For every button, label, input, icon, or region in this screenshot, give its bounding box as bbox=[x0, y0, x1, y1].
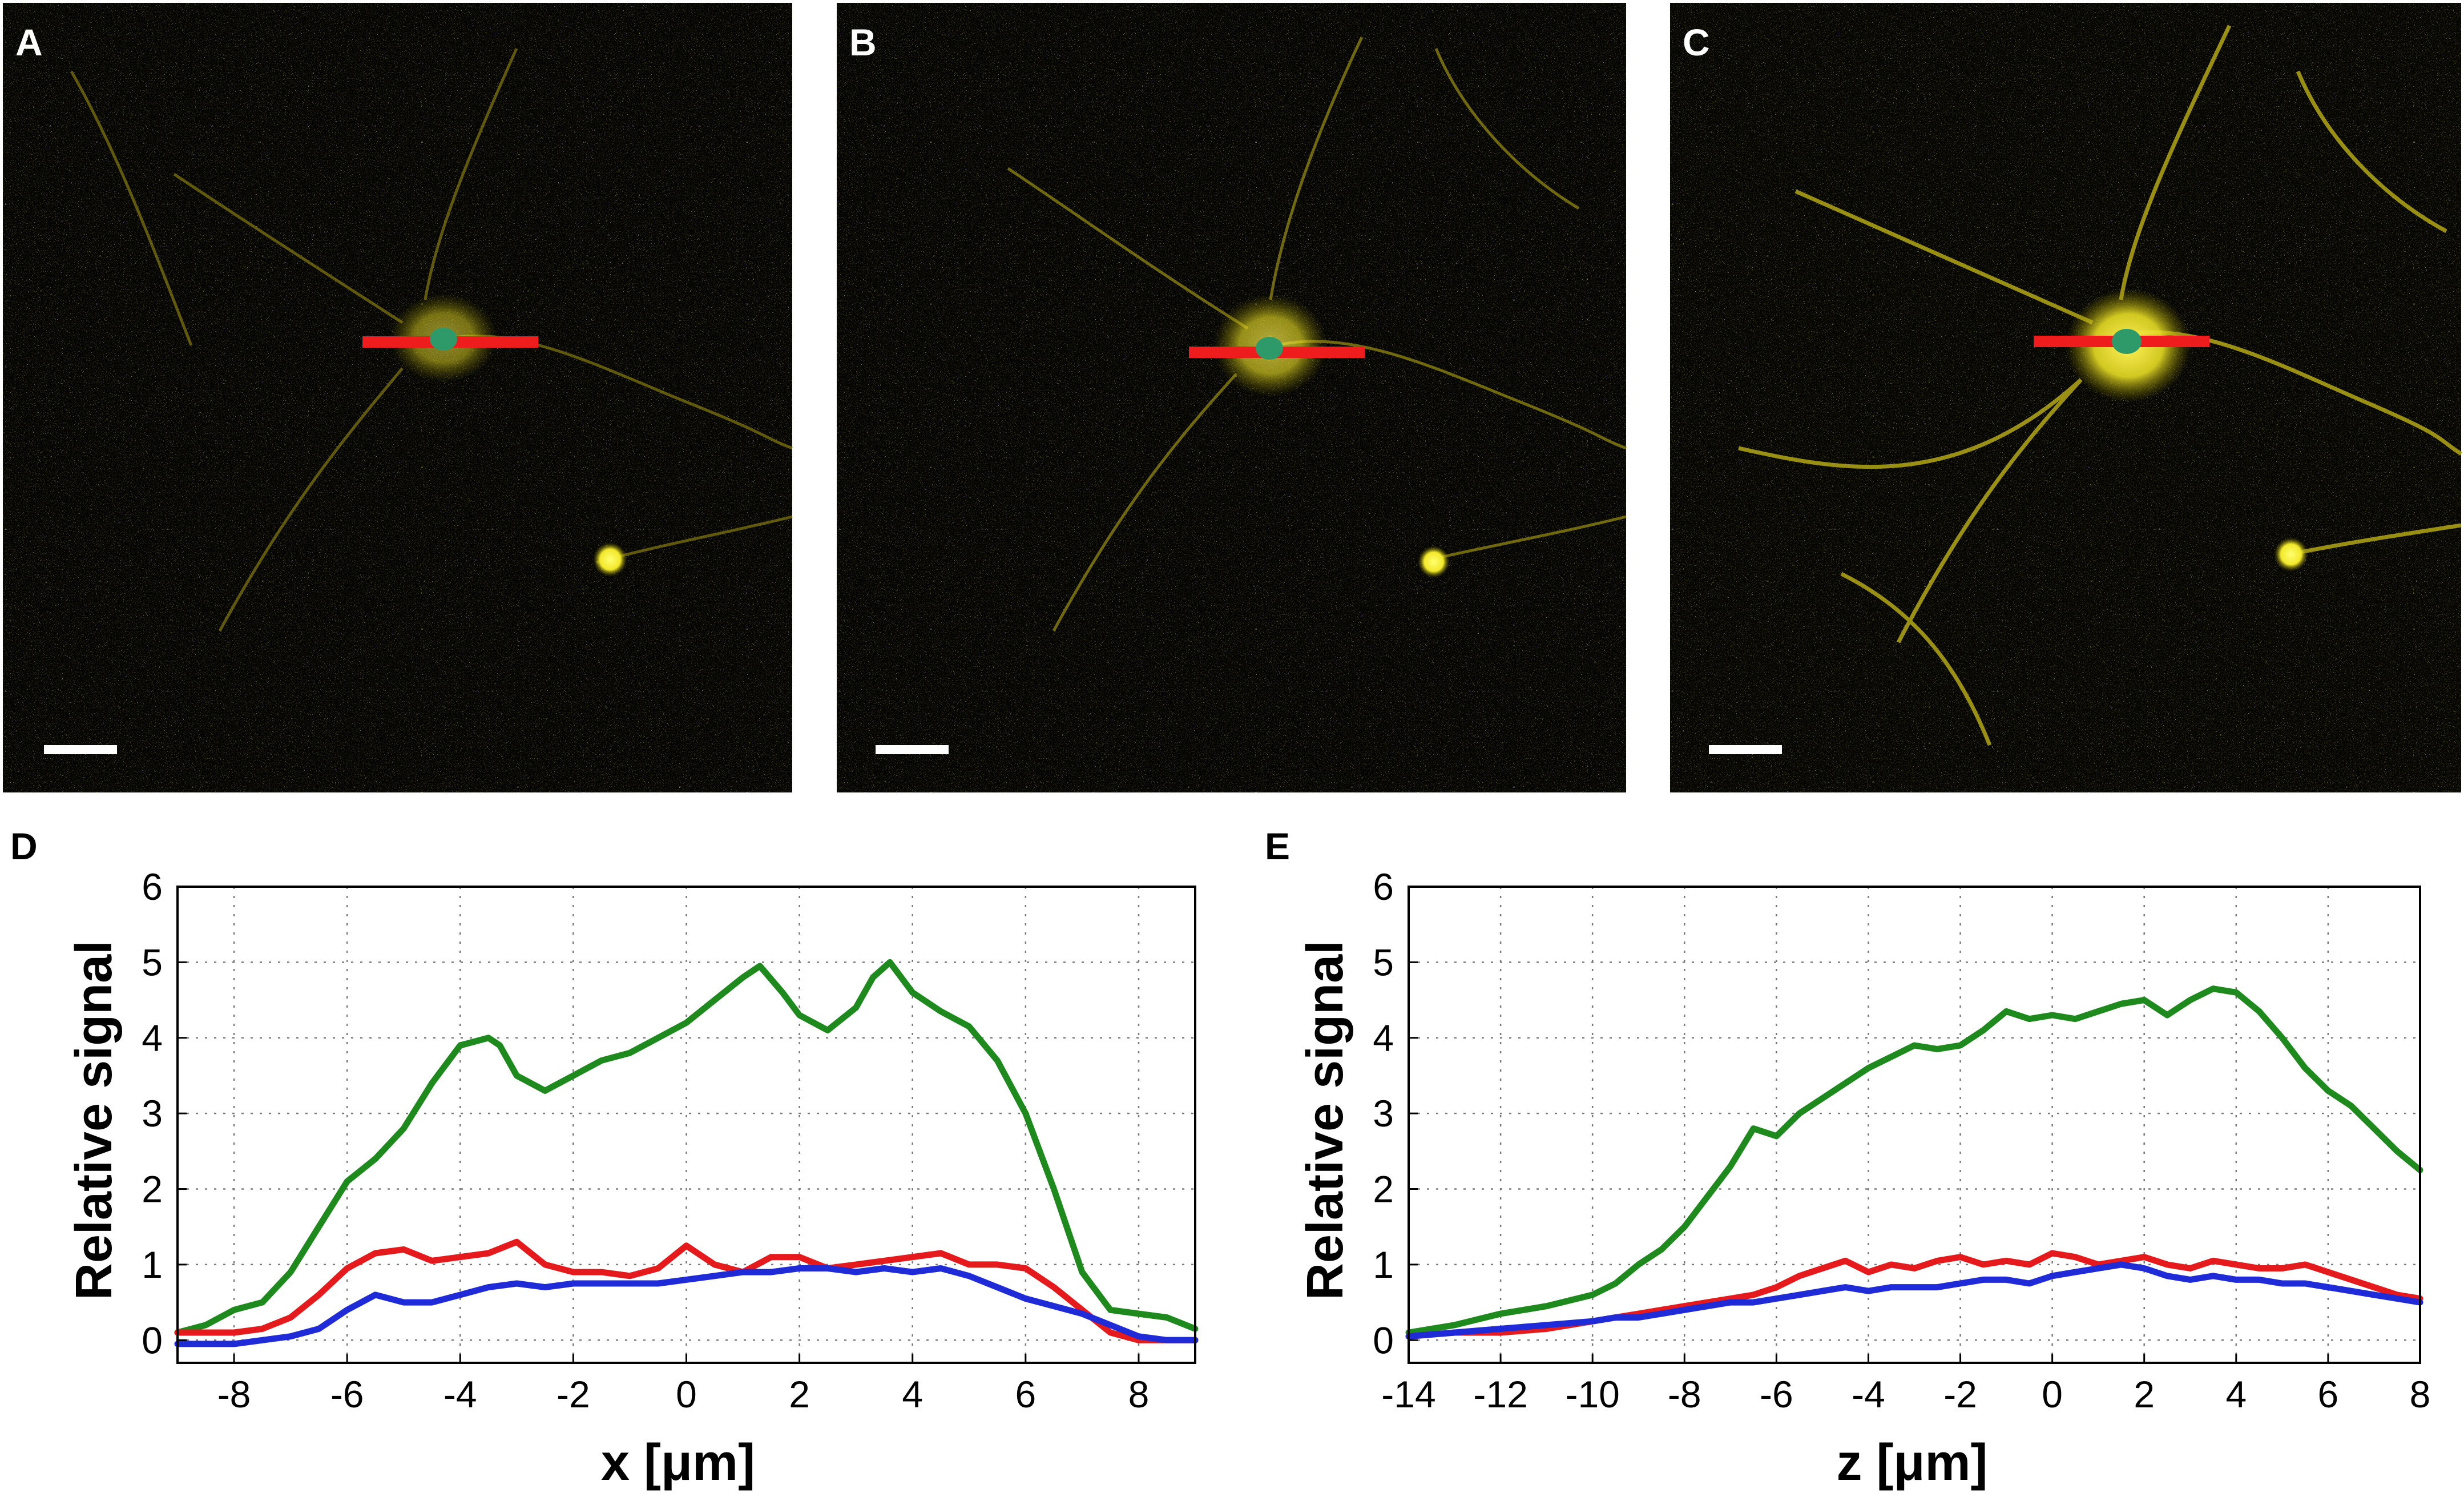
y-tick-label: 4 bbox=[1373, 1017, 1394, 1059]
series-blue-line bbox=[174, 1265, 1199, 1347]
x-tick-label: 0 bbox=[2042, 1373, 2063, 1415]
y-tick-label: 0 bbox=[142, 1319, 163, 1361]
y-tick-label: 0 bbox=[1373, 1319, 1394, 1361]
x-tick-label: -8 bbox=[1668, 1373, 1701, 1415]
y-tick-label: 3 bbox=[1373, 1092, 1394, 1134]
scale-bar bbox=[876, 745, 949, 754]
x-tick-label: -6 bbox=[330, 1373, 364, 1415]
x-tick-label: 0 bbox=[676, 1373, 697, 1415]
micrograph-noise bbox=[837, 3, 1626, 792]
y-axis-label: Relative signal bbox=[1297, 940, 1354, 1300]
x-tick-label: 6 bbox=[2318, 1373, 2339, 1415]
x-tick-label: -12 bbox=[1473, 1373, 1527, 1415]
center-marker bbox=[430, 328, 457, 351]
x-tick-label: 8 bbox=[2410, 1373, 2431, 1415]
y-tick-label: 1 bbox=[142, 1244, 163, 1286]
y-tick-label: 6 bbox=[1373, 866, 1394, 908]
y-tick-label: 2 bbox=[1373, 1168, 1394, 1210]
neurite-traces bbox=[1007, 36, 1627, 632]
chart-d: D Relative signal x [μm] -8 -6 -4 -2 0 2 4 6 8 0… bbox=[10, 825, 1199, 1491]
series-lines bbox=[1405, 985, 2423, 1340]
scale-bar bbox=[1709, 745, 1782, 754]
x-tick-label: -2 bbox=[556, 1373, 590, 1415]
x-tick-label: 6 bbox=[1015, 1373, 1036, 1415]
x-tick-label: -4 bbox=[1852, 1373, 1885, 1415]
series-red-line bbox=[1405, 1250, 2423, 1340]
y-tick-label: 5 bbox=[142, 941, 163, 983]
x-axis-label: z [μm] bbox=[1836, 1434, 1987, 1491]
micrograph-noise bbox=[3, 3, 792, 792]
x-tick-label: 2 bbox=[2134, 1373, 2155, 1415]
x-axis-label: x [μm] bbox=[601, 1434, 755, 1491]
micrograph-b: B bbox=[837, 3, 1627, 792]
y-tick-label: 6 bbox=[142, 866, 163, 908]
y-tick-labels: 0 1 2 3 4 5 6 bbox=[1373, 866, 1418, 1361]
panel-letter: B bbox=[849, 21, 877, 63]
plot-frame bbox=[1408, 886, 2421, 1364]
y-tick-label: 3 bbox=[142, 1092, 163, 1134]
y-tick-label: 4 bbox=[142, 1017, 163, 1059]
panel-letter: E bbox=[1265, 825, 1290, 867]
center-marker bbox=[1256, 337, 1283, 360]
x-tick-labels: -14 -12 -10 -8 -6 -4 -2 0 2 4 6 8 bbox=[1381, 1354, 2430, 1415]
grid bbox=[1408, 886, 2421, 1363]
bright-bead bbox=[1418, 546, 1450, 578]
panel-letter: A bbox=[15, 21, 43, 63]
x-tick-label: -10 bbox=[1565, 1373, 1619, 1415]
x-tick-label: 4 bbox=[902, 1373, 923, 1415]
panel-letter: D bbox=[10, 825, 38, 867]
y-tick-labels: 0 1 2 3 4 5 6 bbox=[142, 866, 187, 1361]
y-tick-label: 1 bbox=[1373, 1244, 1394, 1286]
x-tick-label: -8 bbox=[217, 1373, 251, 1415]
micrograph-a: A bbox=[3, 3, 793, 792]
y-tick-label: 2 bbox=[142, 1168, 163, 1210]
x-tick-labels: -8 -6 -4 -2 0 2 4 6 8 bbox=[217, 1354, 1150, 1415]
chart-e: E Relative signal z [μm] -14 -12 -10 -8 -6 -4… bbox=[1265, 825, 2430, 1491]
scale-bar bbox=[44, 745, 117, 754]
x-tick-label: 4 bbox=[2225, 1373, 2247, 1415]
x-tick-label: -2 bbox=[1943, 1373, 1977, 1415]
series-red-line bbox=[174, 1238, 1199, 1343]
x-tick-label: 2 bbox=[789, 1373, 810, 1415]
series-lines bbox=[174, 959, 1199, 1347]
bright-bead bbox=[2274, 537, 2308, 572]
panel-letter: C bbox=[1683, 21, 1710, 63]
y-axis-label: Relative signal bbox=[66, 940, 123, 1300]
micrograph-c: C bbox=[1670, 3, 2462, 792]
y-tick-label: 5 bbox=[1373, 941, 1394, 983]
neurite-traces bbox=[1738, 25, 2462, 746]
bright-bead bbox=[593, 542, 627, 577]
x-tick-label: -6 bbox=[1760, 1373, 1793, 1415]
series-green-line bbox=[174, 959, 1199, 1336]
x-tick-label: -4 bbox=[443, 1373, 477, 1415]
center-marker bbox=[2112, 329, 2142, 354]
series-blue-line bbox=[1405, 1261, 2423, 1340]
x-tick-label: 8 bbox=[1128, 1373, 1150, 1415]
grid bbox=[178, 886, 1195, 1363]
x-tick-label: -14 bbox=[1381, 1373, 1435, 1415]
series-green-line bbox=[1405, 985, 2423, 1336]
